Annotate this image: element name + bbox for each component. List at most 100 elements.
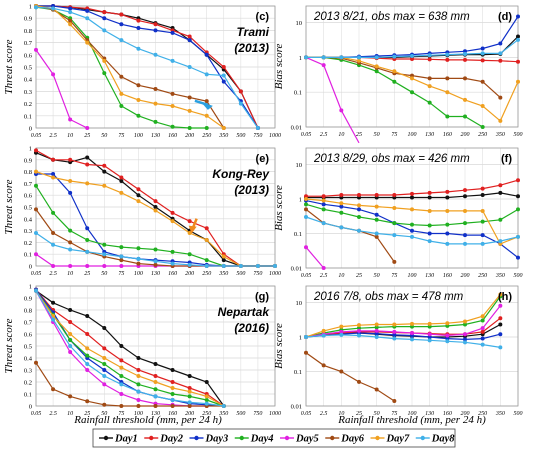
data-point <box>357 323 361 328</box>
data-point <box>357 55 361 60</box>
data-point <box>153 208 158 213</box>
data-point <box>304 334 308 339</box>
x-tick-label: 250 <box>478 411 487 417</box>
y-tick-label: 1 <box>29 146 32 153</box>
data-point <box>463 233 467 238</box>
data-point <box>136 382 141 387</box>
data-point <box>480 326 485 331</box>
y-tick-label: 0 <box>29 126 32 133</box>
y-tick-label: 1 <box>299 55 302 62</box>
data-point <box>187 252 192 257</box>
panel-f: 0.01 0.1 1 10 0.05 2.5 10 25 50 75 100 130 160 200 250… <box>273 147 523 279</box>
data-point <box>498 183 503 188</box>
data-point <box>357 228 361 233</box>
series-line <box>36 5 259 129</box>
data-point <box>304 55 308 60</box>
data-point <box>102 356 107 360</box>
data-point <box>321 328 326 333</box>
data-point <box>34 148 38 153</box>
data-point <box>68 394 73 399</box>
series-line <box>305 334 501 348</box>
data-point <box>463 49 467 54</box>
panel-title: 2013 8/29, obs max = 426 mm <box>313 153 470 165</box>
data-point <box>51 72 56 77</box>
panels: 00.10.20.30.40.50.60.70.80.910.05 2.5 10 25… <box>3 4 523 418</box>
x-tick-label: 10 <box>67 271 73 277</box>
data-point <box>374 331 379 336</box>
x-tick-label: 100 <box>408 132 417 138</box>
data-point <box>170 91 175 96</box>
data-point <box>170 392 175 396</box>
x-tick-label: 160 <box>443 132 452 138</box>
x-tick-label: 50 <box>101 411 107 417</box>
x-tick-label: 0.05 <box>301 132 312 138</box>
y-axis-title: Bias score <box>273 185 285 231</box>
data-point <box>321 207 326 212</box>
data-point <box>304 202 308 207</box>
data-point <box>102 374 107 378</box>
data-point <box>427 231 432 236</box>
legend-label-day6: Day6 <box>340 434 364 445</box>
data-point <box>238 101 243 106</box>
panel-h: 0.01 0.1 1 10 0.05 2.5 10 25 50 75 100 130 160 200 250… <box>273 285 523 417</box>
x-tick-label: 2.5 <box>49 133 57 139</box>
data-point <box>427 190 432 195</box>
data-point <box>153 247 158 252</box>
data-point <box>187 65 192 69</box>
x-tick-label: 50 <box>374 132 380 138</box>
data-point <box>102 28 107 33</box>
data-point <box>480 241 485 246</box>
series-day6-h <box>304 350 397 403</box>
x-tick-label: 350 <box>495 411 505 417</box>
data-point <box>304 215 308 220</box>
panel-subtitle: (2013) <box>234 183 269 197</box>
data-point <box>480 336 485 341</box>
data-point <box>374 334 379 339</box>
data-point <box>119 74 124 79</box>
data-point <box>136 404 141 408</box>
data-point <box>321 202 326 207</box>
data-point <box>480 318 485 323</box>
y-tick-label: 0.2 <box>24 101 32 108</box>
x-tick-label: 200 <box>461 411 470 417</box>
data-point <box>427 76 432 81</box>
data-point <box>187 108 192 113</box>
data-point <box>119 404 124 408</box>
x-tick-label: 130 <box>425 273 434 279</box>
data-point <box>374 55 379 60</box>
data-point <box>136 18 141 23</box>
data-point <box>68 308 73 312</box>
y-tick-label: 0.01 <box>291 125 302 132</box>
data-point <box>498 322 503 327</box>
data-point <box>321 333 326 338</box>
data-point <box>304 245 308 250</box>
data-point <box>68 350 73 354</box>
data-point <box>480 79 485 84</box>
legend-label-day8: Day8 <box>431 434 455 445</box>
data-point <box>357 333 361 338</box>
data-point <box>221 254 226 259</box>
data-point <box>410 195 414 200</box>
data-point <box>136 389 141 394</box>
data-point <box>498 58 503 63</box>
y-tick-label: 0.7 <box>24 320 33 327</box>
panel-g: 0 0.1 0.2 0.3 0.4 0.5 0.6 0.7 0.8 0.9 1 0.05 2.5 10 25… <box>3 284 281 418</box>
series-day3-f <box>304 198 520 260</box>
y-tick-label: 0.8 <box>24 308 32 315</box>
legend-marker-day6 <box>330 435 335 441</box>
x-tick-label: 25 <box>84 133 90 139</box>
data-point <box>34 47 38 52</box>
data-point <box>516 14 520 19</box>
data-point <box>102 382 107 387</box>
x-tick-label: 0.05 <box>31 271 42 277</box>
x-tick-label: 75 <box>391 411 397 417</box>
data-point <box>204 226 209 231</box>
legend-label-day1: Day1 <box>114 434 138 445</box>
data-point <box>445 336 450 341</box>
series-line <box>35 5 225 129</box>
data-point <box>516 37 520 42</box>
legend-marker-day1 <box>103 435 109 441</box>
y-tick-label: 0.6 <box>24 52 33 59</box>
x-tick-label: 250 <box>202 271 211 277</box>
data-point <box>102 183 107 188</box>
